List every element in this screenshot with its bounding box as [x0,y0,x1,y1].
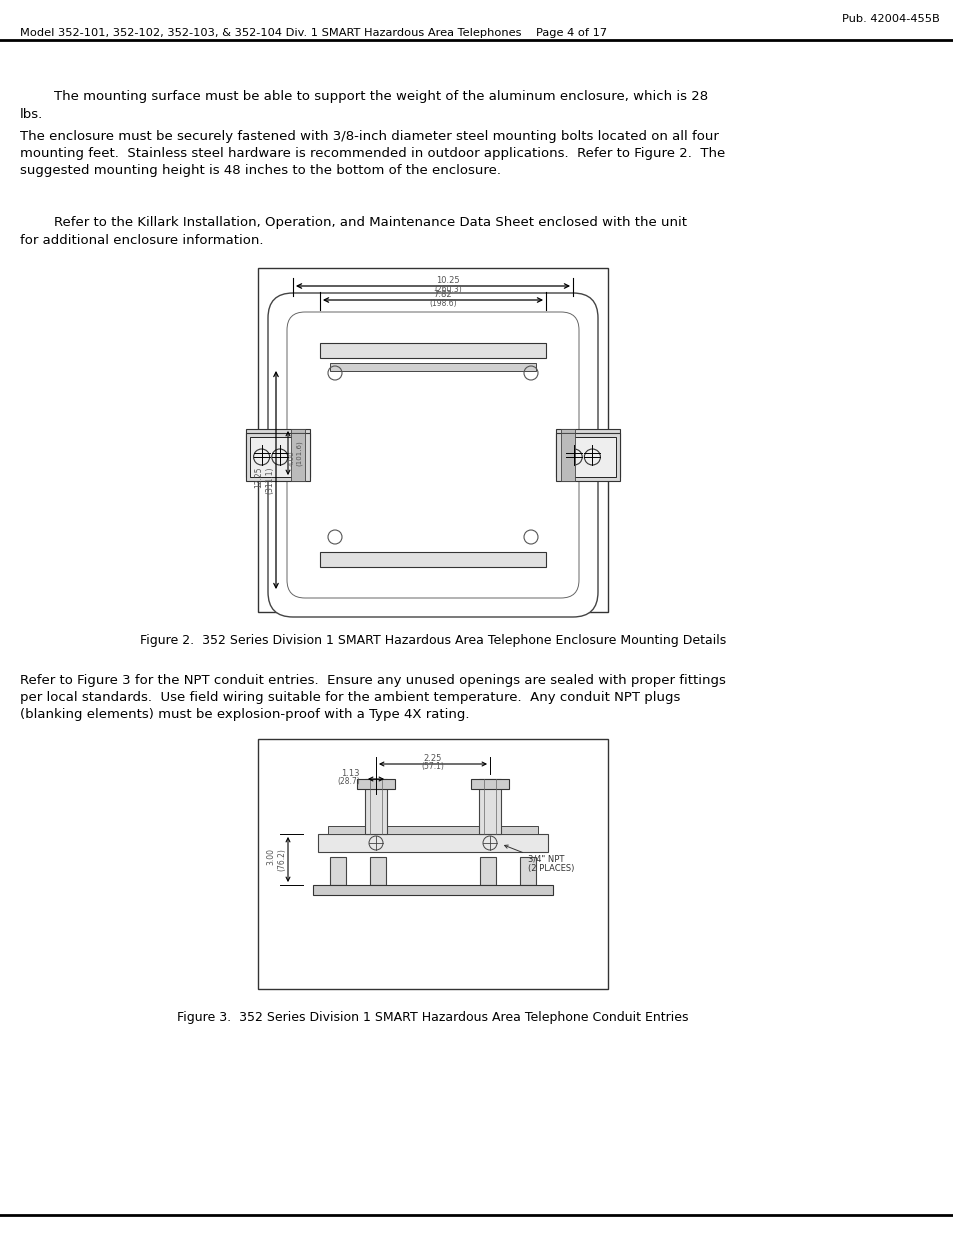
Text: 10.25: 10.25 [436,275,459,285]
Bar [328,826,537,834]
Text: Pub. 42004-455B: Pub. 42004-455B [841,14,939,23]
Bar [319,343,545,358]
Bar [291,429,305,477]
Bar [365,779,387,834]
Text: 1.13: 1.13 [341,769,359,778]
Text: Model 352-101, 352-102, 352-103, & 352-104 Div. 1 SMART Hazardous Area Telephone: Model 352-101, 352-102, 352-103, & 352-1… [20,28,606,38]
Bar [317,834,547,852]
Bar [556,429,619,477]
Bar [471,779,509,789]
Text: Figure 2.  352 Series Division 1 SMART Hazardous Area Telephone Enclosure Mounti: Figure 2. 352 Series Division 1 SMART Ha… [140,634,725,647]
Bar [246,429,310,477]
Bar [250,433,297,473]
Bar [257,268,607,613]
Bar [556,433,619,480]
Text: 2.25: 2.25 [423,755,442,763]
Text: (260.3): (260.3) [434,285,461,294]
Bar [330,363,536,370]
Text: (28.7): (28.7) [337,777,359,785]
Bar [319,552,545,567]
Text: 4.00
(101.6): 4.00 (101.6) [289,440,302,466]
Text: Refer to Figure 3 for the NPT conduit entries.  Ensure any unused openings are s: Refer to Figure 3 for the NPT conduit en… [20,674,725,721]
Bar [519,857,536,885]
Bar [257,739,607,989]
FancyBboxPatch shape [268,293,598,618]
Text: The mounting surface must be able to support the weight of the aluminum enclosur: The mounting surface must be able to sup… [20,90,707,103]
Bar [330,857,346,885]
Bar [479,857,496,885]
Bar [478,779,500,834]
Bar [356,779,395,789]
Text: 3/4" NPT
(2 PLACES): 3/4" NPT (2 PLACES) [504,845,574,873]
Text: The enclosure must be securely fastened with 3/8-inch diameter steel mounting bo: The enclosure must be securely fastened … [20,130,724,177]
Text: lbs.: lbs. [20,107,43,121]
Text: (198.6): (198.6) [429,299,456,308]
Bar [567,437,616,477]
Text: 12.25
(311.1): 12.25 (311.1) [254,467,274,494]
Bar [313,885,553,895]
Bar [560,433,575,480]
Bar [560,429,575,477]
Text: 7.82: 7.82 [434,290,452,299]
Text: Figure 3.  352 Series Division 1 SMART Hazardous Area Telephone Conduit Entries: Figure 3. 352 Series Division 1 SMART Ha… [177,1011,688,1024]
Bar [567,433,616,473]
Text: (57.1): (57.1) [421,762,444,771]
Text: 3.00
(76.2): 3.00 (76.2) [266,848,286,871]
Bar [291,433,305,480]
Bar [246,433,310,480]
Text: Refer to the Killark Installation, Operation, and Maintenance Data Sheet enclose: Refer to the Killark Installation, Opera… [20,216,686,228]
Text: for additional enclosure information.: for additional enclosure information. [20,233,263,247]
Bar [370,857,386,885]
FancyBboxPatch shape [287,312,578,598]
Bar [250,437,297,477]
